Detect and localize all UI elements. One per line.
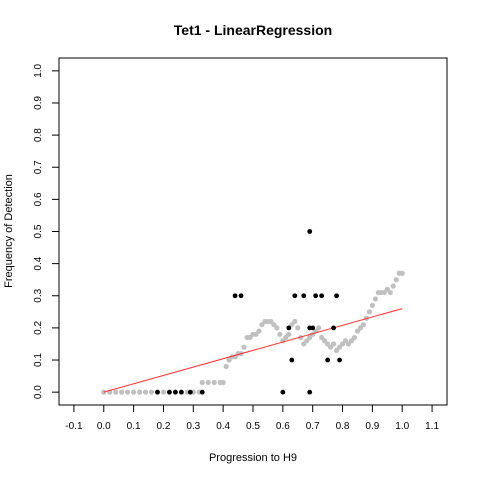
observed-point bbox=[286, 325, 292, 331]
observed-point bbox=[313, 293, 319, 299]
observed-point bbox=[334, 293, 339, 299]
regression-line bbox=[103, 308, 403, 393]
observed-point bbox=[319, 293, 325, 299]
smoothed-point bbox=[393, 277, 399, 283]
y-tick-label: 0.3 bbox=[33, 288, 44, 302]
y-axis: 0.0 0.1 0.2 0.3 0.4 0.5 0.6 0.7 0.8 0.9 1.0 bbox=[33, 63, 59, 399]
smoothed-point bbox=[142, 389, 149, 395]
observed-point bbox=[280, 389, 286, 395]
y-axis-label: Frequency of Detection bbox=[3, 174, 15, 288]
smoothed-point bbox=[351, 334, 358, 341]
observed-point bbox=[325, 357, 331, 363]
x-tick-label: 0.6 bbox=[276, 421, 290, 432]
x-tick-label: 0.5 bbox=[246, 421, 260, 432]
observed-point bbox=[178, 389, 184, 395]
smoothed-point bbox=[274, 325, 280, 331]
observed-point bbox=[187, 389, 193, 395]
observed-point bbox=[167, 389, 172, 395]
observed-point bbox=[307, 389, 313, 395]
y-tick-label: 0.6 bbox=[33, 192, 44, 206]
smoothed-point bbox=[360, 322, 367, 328]
smoothed-point bbox=[220, 379, 226, 386]
smoothed-point bbox=[316, 325, 322, 331]
smoothed-point bbox=[387, 289, 393, 296]
plot-frame bbox=[58, 57, 448, 406]
smoothed-point bbox=[199, 379, 205, 386]
y-tick-label: 0.9 bbox=[33, 96, 44, 110]
observed-point bbox=[307, 229, 313, 234]
smoothed-point bbox=[148, 389, 155, 395]
smoothed-point bbox=[286, 331, 292, 337]
x-tick-label: 1.0 bbox=[395, 421, 409, 432]
x-axis: -0.1 0.0 0.1 0.2 0.3 0.4 0.5 0.6 0.7 0.8 0.9 1.0 1.1 bbox=[65, 405, 439, 432]
x-tick-label: 0.4 bbox=[216, 421, 230, 432]
x-tick-label: -0.1 bbox=[65, 421, 83, 432]
observed-point bbox=[173, 389, 178, 395]
smoothed-point bbox=[372, 296, 378, 302]
observed-series bbox=[155, 229, 342, 395]
smoothed-point bbox=[223, 363, 229, 370]
observed-point bbox=[301, 293, 307, 299]
smoothed-point bbox=[256, 328, 262, 334]
y-tick-label: 0.2 bbox=[33, 321, 44, 335]
smoothed-point bbox=[241, 344, 247, 350]
smoothed-point bbox=[330, 341, 337, 347]
observed-point bbox=[232, 293, 238, 299]
x-tick-label: 0.0 bbox=[97, 421, 111, 432]
observed-point bbox=[155, 389, 160, 395]
x-tick-label: 0.2 bbox=[157, 421, 171, 432]
x-tick-label: 1.1 bbox=[425, 421, 439, 432]
observed-point bbox=[331, 325, 336, 331]
x-tick-label: 0.3 bbox=[186, 421, 200, 432]
y-tick-label: 0.0 bbox=[33, 385, 44, 399]
smoothed-point bbox=[205, 379, 211, 386]
y-tick-label: 0.8 bbox=[33, 128, 44, 142]
smoothed-point bbox=[292, 318, 298, 325]
smoothed-point bbox=[211, 379, 217, 386]
smoothed-point bbox=[295, 325, 301, 331]
smoothed-point bbox=[399, 270, 405, 276]
observed-point bbox=[337, 357, 342, 363]
y-tick-label: 0.5 bbox=[33, 224, 44, 238]
y-tick-label: 0.7 bbox=[33, 160, 44, 174]
x-axis-label: Progression to H9 bbox=[209, 452, 297, 464]
x-tick-label: 0.7 bbox=[306, 421, 320, 432]
smoothed-point bbox=[160, 389, 167, 395]
smoothed-point bbox=[136, 389, 143, 395]
y-tick-label: 0.4 bbox=[33, 256, 44, 270]
smoothed-point bbox=[277, 331, 283, 337]
smoothed-point bbox=[390, 283, 396, 289]
x-tick-label: 0.8 bbox=[336, 421, 350, 432]
observed-point bbox=[310, 325, 316, 331]
chart-title: Tet1 - LinearRegression bbox=[174, 22, 332, 38]
x-tick-label: 0.9 bbox=[365, 421, 379, 432]
x-tick-label: 0.1 bbox=[127, 421, 141, 432]
smoothed-point bbox=[113, 389, 119, 395]
observed-point bbox=[238, 293, 244, 299]
smoothed-point bbox=[131, 389, 137, 395]
smoothed-point bbox=[366, 309, 372, 315]
observed-point bbox=[292, 293, 298, 299]
smoothed-point bbox=[125, 389, 131, 395]
smoothed-point bbox=[119, 389, 125, 395]
observed-point bbox=[199, 389, 205, 395]
y-tick-label: 1.0 bbox=[33, 63, 44, 77]
observed-point bbox=[289, 357, 295, 363]
smoothed-point bbox=[369, 302, 375, 308]
y-tick-label: 0.1 bbox=[33, 353, 44, 367]
